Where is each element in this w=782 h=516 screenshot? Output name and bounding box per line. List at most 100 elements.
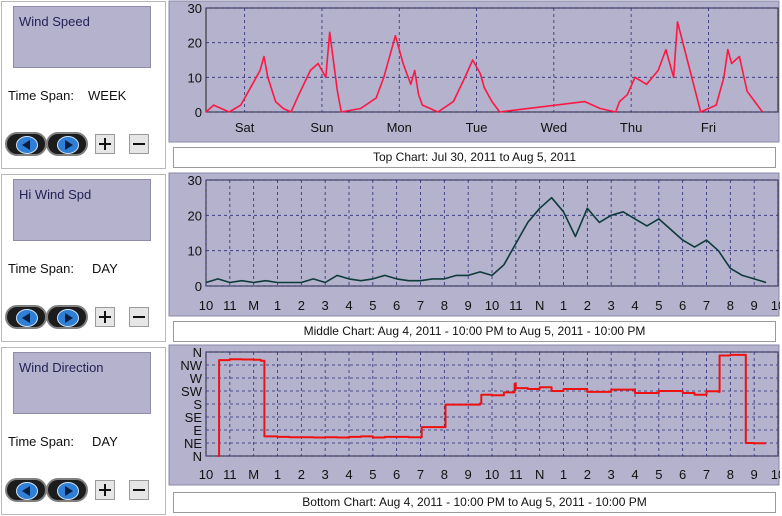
y-tick-label: SW (181, 384, 203, 399)
x-tick-label: 10 (771, 298, 780, 313)
y-tick-label: 20 (188, 208, 202, 223)
x-tick-label: 9 (465, 467, 472, 482)
right-arrow-icon (57, 136, 79, 154)
x-tick-label: 4 (345, 298, 352, 313)
back-button[interactable] (5, 305, 47, 329)
y-tick-label: 20 (188, 36, 202, 51)
top-chart-selector[interactable]: Wind Speed (13, 6, 151, 68)
x-tick-label: N (535, 467, 544, 482)
bottom-series-line (217, 353, 767, 457)
left-arrow-icon (16, 482, 38, 500)
x-tick-label: 4 (631, 467, 638, 482)
x-tick-label: Fri (701, 120, 716, 135)
x-tick-label: 7 (417, 298, 424, 313)
x-tick-label: Sun (310, 120, 333, 135)
back-button[interactable] (5, 132, 47, 156)
y-tick-label: NE (184, 436, 202, 451)
back-button[interactable] (5, 478, 47, 502)
zoom-in-button[interactable] (95, 134, 115, 154)
top-chart-caption: Top Chart: Jul 30, 2011 to Aug 5, 2011 (173, 147, 776, 168)
x-tick-label: 6 (679, 298, 686, 313)
x-tick-label: 2 (584, 467, 591, 482)
x-tick-label: 11 (223, 467, 237, 482)
x-tick-label: 6 (393, 298, 400, 313)
y-tick-label: S (193, 397, 202, 412)
top-series-line (205, 21, 764, 113)
x-tick-label: 5 (655, 467, 662, 482)
x-tick-label: 1 (560, 298, 567, 313)
x-tick-label: 8 (727, 467, 734, 482)
zoom-out-button[interactable] (129, 307, 149, 327)
y-tick-label: N (193, 449, 202, 464)
y-tick-label: 0 (195, 279, 202, 294)
right-arrow-icon (57, 482, 79, 500)
zoom-out-button[interactable] (129, 134, 149, 154)
x-tick-label: 7 (703, 298, 710, 313)
x-tick-label: 6 (679, 467, 686, 482)
x-tick-label: 7 (417, 467, 424, 482)
top-wind-speed-chart[interactable]: 0 10 20 30 Sat Sun Mon Tue Wed Thu Fri (168, 0, 780, 143)
top-chart-control-panel: Wind Speed Time Span: WEEK (1, 1, 166, 169)
x-tick-label: 6 (393, 467, 400, 482)
minus-icon (133, 489, 145, 491)
x-tick-label: Tue (466, 120, 488, 135)
time-span-label: Time Span: (8, 434, 74, 449)
zoom-out-button[interactable] (129, 480, 149, 500)
bottom-chart-caption: Bottom Chart: Aug 4, 2011 - 10:00 PM to … (173, 492, 776, 513)
x-tick-label: 1 (274, 467, 281, 482)
x-tick-label: 5 (655, 298, 662, 313)
bottom-chart-selector[interactable]: Wind Direction (13, 352, 151, 414)
x-tick-label: 3 (322, 467, 329, 482)
plus-icon (99, 311, 111, 323)
middle-chart-selector[interactable]: Hi Wind Spd (13, 179, 151, 241)
x-tick-label: 2 (584, 298, 591, 313)
x-tick-label: 8 (441, 467, 448, 482)
x-tick-label: M (248, 467, 259, 482)
y-tick-label: 30 (188, 1, 202, 16)
x-tick-label: 11 (223, 298, 237, 313)
minus-icon (133, 143, 145, 145)
time-span-value[interactable]: DAY (92, 434, 118, 449)
x-tick-label: 4 (345, 467, 352, 482)
plus-icon (99, 138, 111, 150)
time-span-value[interactable]: WEEK (88, 88, 127, 103)
minus-icon (133, 316, 145, 318)
x-tick-label: 3 (608, 467, 615, 482)
x-tick-label: 10 (199, 298, 213, 313)
time-span-value[interactable]: DAY (92, 261, 118, 276)
forward-button[interactable] (46, 305, 88, 329)
y-tick-label: 0 (195, 105, 202, 120)
y-tick-label: E (193, 423, 202, 438)
y-tick-label: 10 (188, 244, 202, 259)
time-span-label: Time Span: (8, 261, 74, 276)
x-tick-label: Sat (235, 120, 255, 135)
x-tick-label: 1 (274, 298, 281, 313)
x-tick-label: Thu (620, 120, 642, 135)
y-tick-label: NW (180, 358, 202, 373)
x-tick-label: 9 (465, 298, 472, 313)
x-tick-label: 9 (751, 467, 758, 482)
x-tick-label: 3 (322, 298, 329, 313)
x-tick-label: 2 (298, 467, 305, 482)
forward-button[interactable] (46, 478, 88, 502)
zoom-in-button[interactable] (95, 480, 115, 500)
top-plot-area (205, 7, 779, 113)
x-tick-label: 8 (727, 298, 734, 313)
x-tick-label: Wed (541, 120, 568, 135)
zoom-in-button[interactable] (95, 307, 115, 327)
forward-button[interactable] (46, 132, 88, 156)
y-tick-label: W (190, 371, 203, 386)
middle-hi-wind-speed-chart[interactable]: 01020301011M1234567891011N12345678910 (168, 172, 780, 317)
x-tick-label: 2 (298, 298, 305, 313)
x-tick-label: 1 (560, 467, 567, 482)
x-tick-label: 10 (771, 467, 780, 482)
y-tick-label: 30 (188, 173, 202, 188)
middle-plot-area (205, 179, 779, 287)
x-tick-label: 9 (751, 298, 758, 313)
left-arrow-icon (16, 136, 38, 154)
x-tick-label: 5 (369, 298, 376, 313)
time-span-label: Time Span: (8, 88, 74, 103)
middle-chart-control-panel: Hi Wind Spd Time Span: DAY (1, 174, 166, 342)
y-tick-label: N (193, 345, 202, 360)
